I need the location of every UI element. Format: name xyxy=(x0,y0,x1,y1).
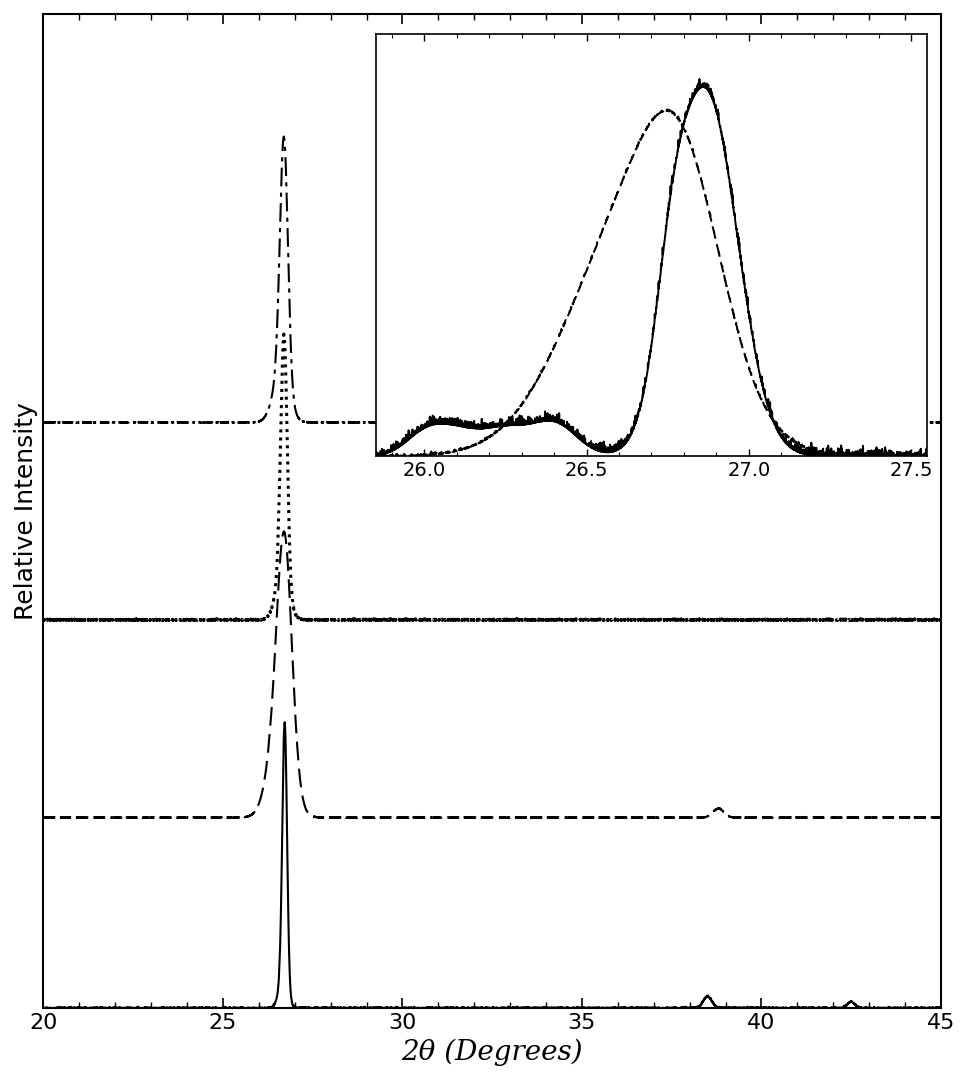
Y-axis label: Relative Intensity: Relative Intensity xyxy=(14,402,38,620)
X-axis label: 2θ (Degrees): 2θ (Degrees) xyxy=(401,1039,583,1066)
